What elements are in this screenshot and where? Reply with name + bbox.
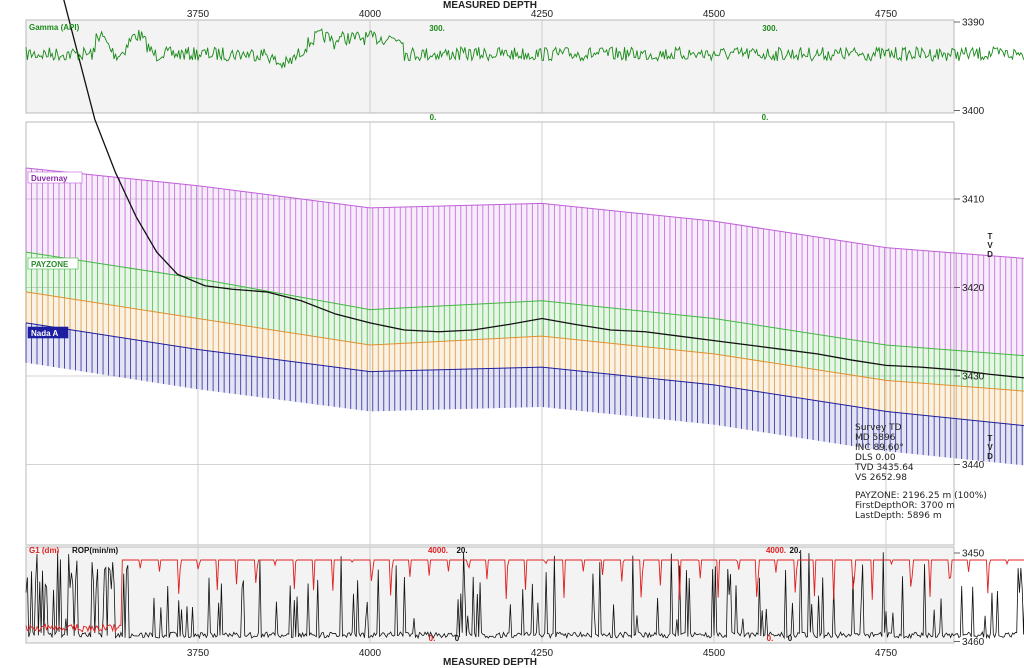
payzone-info-line: FirstDepthOR: 3700 m (855, 501, 955, 511)
gas-label: G1 (dm) (29, 546, 60, 555)
payzone-info: PAYZONE: 2196.25 m (100%) FirstDepthOR: … (855, 491, 987, 521)
survey-info-line: MD 5896 (855, 433, 896, 443)
formation-label-duvernay: Duvernay (27, 171, 83, 184)
formation-name: Duvernay (31, 174, 68, 183)
gamma-scale-top: 300. (429, 24, 445, 33)
gamma-scale-bottom: 0. (762, 113, 769, 122)
gamma-log (25, 28, 1024, 70)
formation-label-payzone: PAYZONE (27, 257, 79, 270)
formation-top-line (25, 291, 1024, 392)
survey-info-line: VS 2652.98 (855, 473, 907, 483)
x-tick-label-bottom: 4750 (875, 648, 898, 659)
y-tick-label: 3420 (962, 283, 985, 294)
tvd-letter: T (988, 232, 993, 241)
y-tick-label: 3410 (962, 195, 985, 206)
formation-name: Nada A (31, 329, 58, 338)
gamma-track (25, 19, 955, 114)
top-axis-title: MEASURED DEPTH (443, 0, 537, 11)
rop-trace (25, 559, 1024, 633)
survey-info: Survey TD MD 5896 INC 89.60° DLS 0.00 TV… (854, 423, 914, 483)
formation-name: PAYZONE (31, 260, 69, 269)
x-tick-label-bottom: 4500 (703, 648, 726, 659)
gamma-trace (25, 28, 1024, 70)
formation-top-line (25, 322, 1024, 427)
grid (26, 20, 954, 643)
y-tick-label: 3400 (962, 106, 985, 117)
bottom-axis-title: MEASURED DEPTH (443, 657, 537, 668)
x-tick-label-bottom: 4250 (531, 648, 554, 659)
x-tick-label-top: 4250 (531, 9, 554, 20)
rop-log (25, 550, 1024, 640)
tvd-letter: V (987, 241, 993, 250)
y-tick-label: 3390 (962, 18, 985, 29)
formation-top-line (25, 251, 1024, 357)
gamma-label: Gamma (API) (29, 23, 80, 32)
rop-scale-top: 20. (789, 546, 800, 555)
payzone-info-line: PAYZONE: 2196.25 m (100%) (855, 491, 987, 501)
rop-scale-bottom: 0 (788, 634, 793, 643)
formation-top-line (25, 167, 1024, 259)
x-tick-label-top: 3750 (187, 9, 210, 20)
x-tick-label-top: 4000 (359, 9, 382, 20)
well-path-line (63, 0, 1024, 379)
survey-info-line: INC 89.60° (855, 443, 904, 453)
axis-ticks: 3750 3750 4000 4000 4250 4250 4500 4500 4750 4750… (187, 9, 985, 659)
rop-scale-bottom: 0. (767, 634, 774, 643)
rop-scale-bottom: 0 (455, 634, 460, 643)
tvd-letter: V (987, 443, 993, 452)
payzone-info-line: LastDepth: 5896 m (855, 511, 942, 521)
tvd-letter: T (988, 434, 993, 443)
x-tick-label-bottom: 4000 (359, 648, 382, 659)
gas-trace (25, 550, 1024, 640)
rop-scale-bottom: 0. (429, 634, 436, 643)
rop-label: ROP(min/m) (72, 546, 119, 555)
rop-scale-top: 4000. (766, 546, 786, 555)
well-path (63, 0, 1024, 379)
x-tick-label-bottom: 3750 (187, 648, 210, 659)
rop-scale-top: 4000. (428, 546, 448, 555)
survey-info-line: DLS 0.00 (855, 453, 896, 463)
rop-scale-top: 20. (456, 546, 467, 555)
y-tick-label: 3460 (962, 637, 985, 648)
tvd-letter: D (987, 452, 993, 461)
y-tick-label: 3450 (962, 549, 985, 560)
gamma-scale-top: 300. (762, 24, 778, 33)
gamma-scale-bottom: 0. (430, 113, 437, 122)
x-tick-label-top: 4750 (875, 9, 898, 20)
section-track (25, 121, 955, 546)
survey-info-line: TVD 3435.64 (854, 463, 914, 473)
survey-info-line: Survey TD (855, 423, 902, 433)
tvd-letter: D (987, 250, 993, 259)
x-tick-label-top: 4500 (703, 9, 726, 20)
y-tick-label: 3430 (962, 372, 985, 383)
y-tick-label: 3440 (962, 460, 985, 471)
formation-label-nada-a: Nada A (27, 326, 69, 339)
